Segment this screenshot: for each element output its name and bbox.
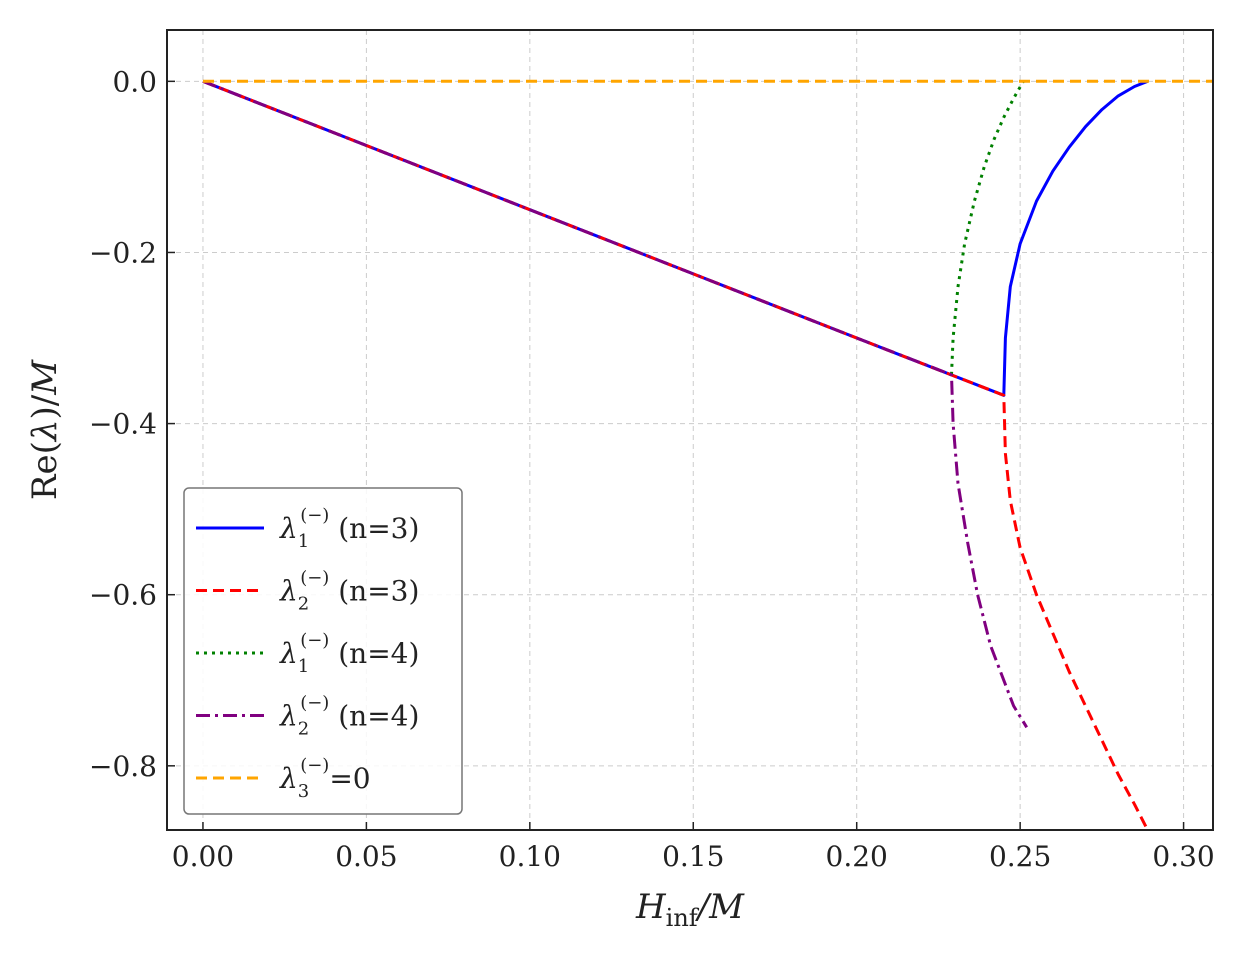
y-tick-label: −0.2 xyxy=(89,236,157,269)
y-axis-label: Re(λ)/M xyxy=(25,359,65,500)
x-tick-label: 0.00 xyxy=(172,840,234,873)
series-line-3 xyxy=(950,80,1025,375)
legend: λ1(−) (n=3) λ2(−) (n=3) λ1(−) (n=4) λ2(−) (… xyxy=(183,487,463,815)
x-tick-label: 0.15 xyxy=(662,840,724,873)
svg-text:Re(λ)/M: Re(λ)/M xyxy=(25,359,65,500)
legend-label: λ1(−) (n=3) xyxy=(279,505,419,552)
y-tick-label: −0.4 xyxy=(89,408,157,441)
series-line-1 xyxy=(202,79,1149,397)
legend-label: λ2(−) (n=3) xyxy=(279,568,419,615)
plot-frame xyxy=(166,29,1214,831)
x-tick-label: 0.30 xyxy=(1152,840,1214,873)
x-tick-label: 0.10 xyxy=(499,840,561,873)
svg-text:Hinf/M: Hinf/M xyxy=(635,887,745,932)
y-tick-label: −0.6 xyxy=(89,579,157,612)
legend-label: λ3(−)=0 xyxy=(279,755,371,802)
x-tick-label: 0.25 xyxy=(989,840,1051,873)
y-tick-label: −0.8 xyxy=(89,750,157,783)
legend-label: λ1(−) (n=4) xyxy=(279,630,419,677)
tick-layer: 0.00 0.05 0.10 0.15 0.20 0.25 0.30 0.0 −0.2 −0.4 −… xyxy=(89,65,1215,873)
x-axis-label: Hinf/M xyxy=(635,887,745,932)
x-tick-label: 0.20 xyxy=(826,840,888,873)
series-line-4 xyxy=(202,79,1028,729)
x-tick-label: 0.05 xyxy=(335,840,397,873)
legend-box xyxy=(183,487,463,815)
y-tick-label: 0.0 xyxy=(112,65,157,98)
series-layer xyxy=(202,79,1213,831)
legend-label: λ2(−) (n=4) xyxy=(279,693,419,740)
